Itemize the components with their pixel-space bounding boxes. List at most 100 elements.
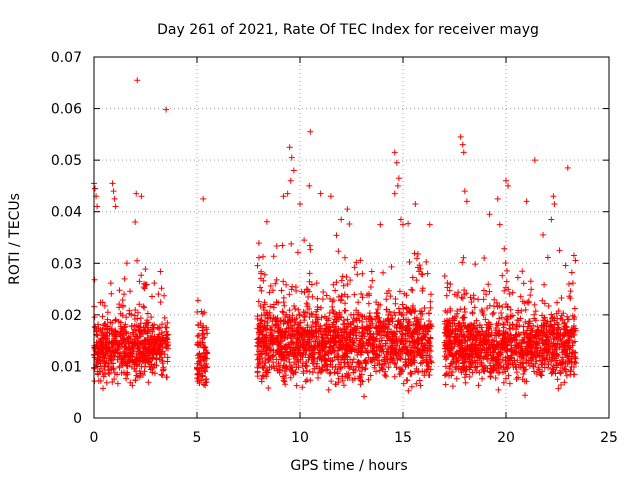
data-point	[260, 365, 267, 372]
outlier-point	[92, 185, 99, 192]
data-point	[349, 359, 356, 366]
data-point	[542, 317, 549, 324]
data-point	[325, 386, 332, 393]
data-point	[254, 343, 261, 350]
data-point	[405, 220, 412, 227]
data-point	[357, 374, 364, 381]
data-point	[367, 343, 374, 350]
outlier-point	[540, 231, 547, 238]
data-point	[566, 280, 573, 287]
data-point	[277, 317, 284, 324]
data-point	[350, 356, 357, 363]
data-point	[201, 367, 208, 374]
data-point	[142, 282, 149, 289]
data-point	[503, 278, 510, 285]
data-point	[276, 330, 283, 337]
data-point	[531, 301, 538, 308]
data-point	[110, 360, 117, 367]
data-point	[335, 375, 342, 382]
data-point	[520, 329, 527, 336]
data-point	[136, 278, 143, 285]
data-point	[359, 294, 366, 301]
outlier-point	[391, 149, 398, 156]
data-point	[105, 340, 112, 347]
outlier-point	[200, 195, 207, 202]
data-point	[292, 305, 299, 312]
data-point	[499, 338, 506, 345]
data-point	[275, 351, 282, 358]
data-point	[368, 268, 375, 275]
data-point	[304, 309, 311, 316]
data-point	[392, 300, 399, 307]
data-point	[111, 375, 118, 382]
data-point	[467, 294, 474, 301]
data-point	[523, 378, 530, 385]
data-point	[346, 365, 353, 372]
data-point	[460, 364, 467, 371]
data-point	[356, 373, 363, 380]
data-point	[365, 300, 372, 307]
data-point	[505, 286, 512, 293]
data-point	[159, 338, 166, 345]
data-point	[426, 318, 433, 325]
data-point	[545, 327, 552, 334]
data-point	[132, 307, 139, 314]
data-point	[404, 377, 411, 384]
data-point	[420, 347, 427, 354]
data-point	[106, 350, 113, 357]
data-point	[444, 352, 451, 359]
data-point	[339, 354, 346, 361]
data-point	[423, 368, 430, 375]
data-point	[493, 332, 500, 339]
data-point	[294, 336, 301, 343]
data-point	[494, 322, 501, 329]
data-point	[289, 369, 296, 376]
data-point	[534, 323, 541, 330]
data-point	[158, 285, 165, 292]
data-point	[317, 368, 324, 375]
data-point	[468, 342, 475, 349]
data-point	[330, 297, 337, 304]
data-point	[354, 271, 361, 278]
data-point	[400, 337, 407, 344]
data-point	[382, 342, 389, 349]
data-point	[301, 289, 308, 296]
data-point	[496, 315, 503, 322]
data-point	[414, 341, 421, 348]
data-point	[280, 309, 287, 316]
data-point	[332, 287, 339, 294]
data-point	[391, 336, 398, 343]
data-point	[308, 281, 315, 288]
data-point	[408, 286, 415, 293]
data-point	[442, 363, 449, 370]
data-point	[289, 283, 296, 290]
outlier-point	[426, 221, 433, 228]
data-point	[122, 321, 129, 328]
data-point	[294, 249, 301, 256]
data-point	[102, 349, 109, 356]
data-point	[318, 325, 325, 332]
data-point	[522, 319, 529, 326]
data-point	[204, 330, 211, 337]
data-point	[297, 353, 304, 360]
data-point	[472, 350, 479, 357]
data-point	[520, 351, 527, 358]
data-point	[287, 374, 294, 381]
data-point	[341, 291, 348, 298]
data-point	[378, 348, 385, 355]
data-point	[517, 345, 524, 352]
data-point	[447, 305, 454, 312]
data-point	[369, 316, 376, 323]
data-point	[422, 344, 429, 351]
data-point	[367, 372, 374, 379]
data-point	[441, 318, 448, 325]
data-point	[572, 257, 579, 264]
data-point	[369, 277, 376, 284]
data-point	[463, 290, 470, 297]
data-point	[144, 327, 151, 334]
data-point	[283, 281, 290, 288]
outlier-point	[297, 200, 303, 207]
data-point	[136, 327, 143, 334]
data-point	[373, 335, 380, 342]
data-point	[497, 341, 504, 348]
